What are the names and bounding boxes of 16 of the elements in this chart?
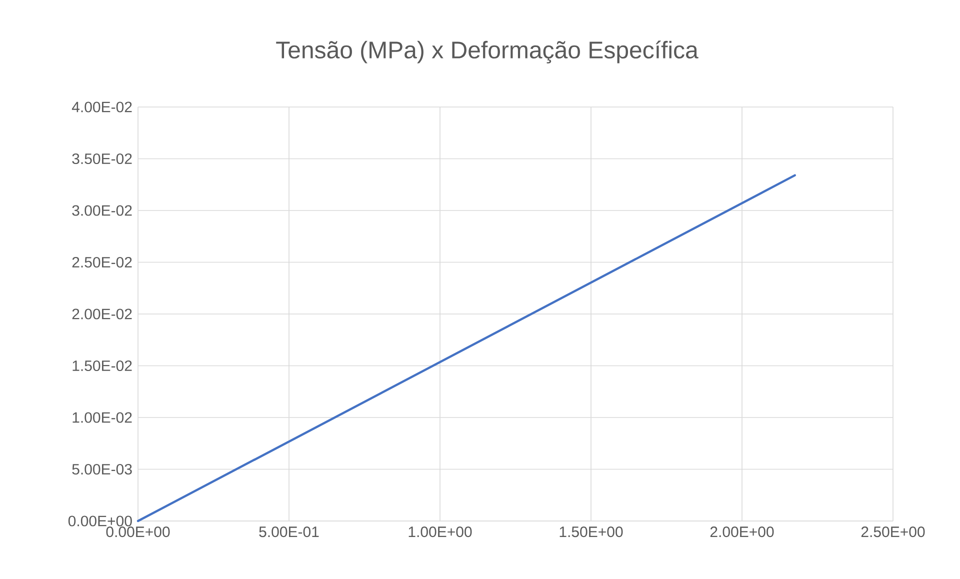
x-tick-label: 2.50E+00 [861, 526, 925, 538]
y-tick-label: 1.00E-02 [72, 412, 132, 423]
y-tick-label: 2.50E-02 [72, 256, 132, 268]
x-tick-label: 0.00E+00 [106, 526, 170, 538]
y-tick-label: 3.00E-02 [72, 205, 132, 216]
y-tick-label: 4.00E-02 [72, 102, 132, 112]
y-tick-label: 3.50E-02 [72, 153, 132, 164]
x-tick-label: 1.00E+00 [408, 526, 472, 538]
y-tick-label: 0.00E+00 [68, 516, 132, 526]
x-tick-label: 2.00E+00 [710, 526, 774, 538]
chart-title: Tensão (MPa) x Deformação Específica [276, 40, 698, 64]
x-tick-label: 1.50E+00 [560, 526, 623, 538]
x-tick-label: 5.00E-01 [259, 526, 319, 538]
y-tick-label: 1.50E-02 [72, 360, 132, 372]
y-tick-label: 2.00E-02 [72, 308, 132, 320]
y-tick-label: 5.00E-03 [72, 464, 132, 475]
